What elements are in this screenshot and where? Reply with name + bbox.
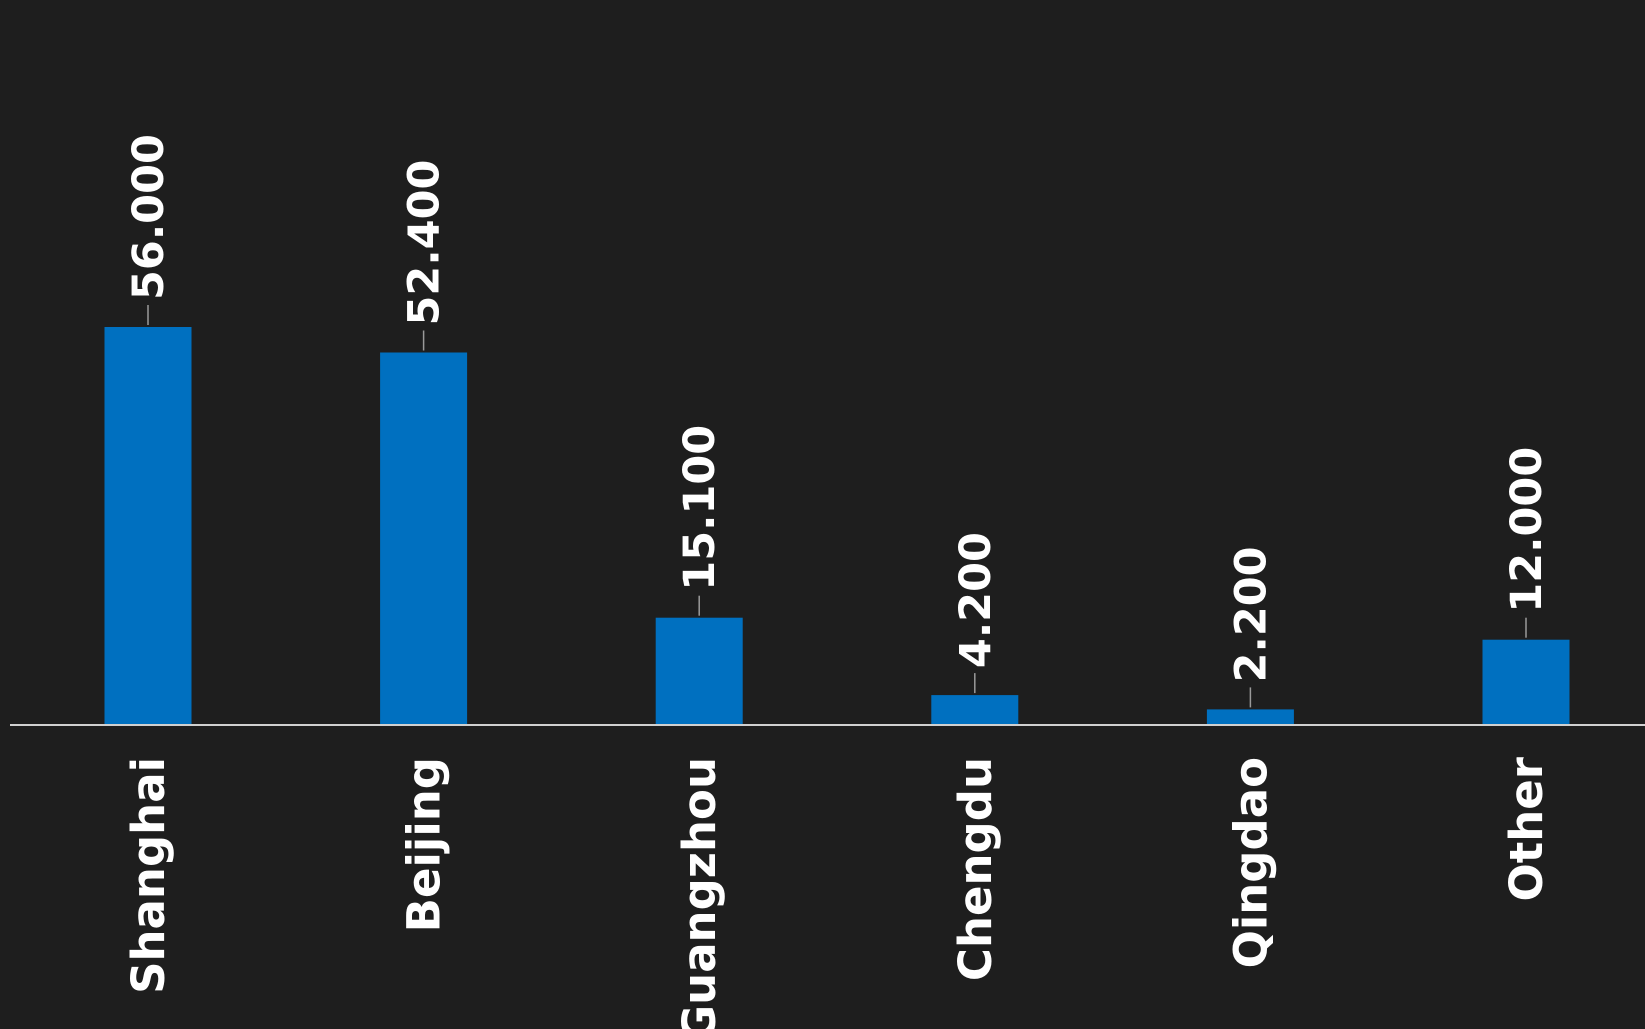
bar-guangzhou (655, 617, 743, 725)
bar-beijing (380, 352, 468, 725)
value-label-guangzhou: 15.100 (675, 425, 725, 591)
bar-qingdao (1206, 709, 1294, 725)
bar-chengdu (931, 695, 1019, 725)
x-tick-label-chengdu: Chengdu (949, 757, 1002, 981)
value-label-qingdao: 2.200 (1226, 546, 1276, 682)
x-tick-label-other: Other (1500, 756, 1553, 901)
x-tick-labels-layer: Shanghai Beijing Guangzhou Chengdu Qingdao Ot… (122, 756, 1553, 1029)
x-tick-label-guangzhou: Guangzhou (673, 757, 726, 1029)
x-tick-label-shanghai: Shanghai (122, 757, 175, 994)
value-label-chengdu: 4.200 (951, 532, 1001, 668)
bar-other (1482, 639, 1570, 725)
x-tick-label-beijing: Beijing (398, 757, 451, 932)
bars-layer (104, 327, 1570, 725)
value-label-beijing: 52.400 (400, 160, 450, 326)
leader-lines-layer (147, 305, 1527, 708)
value-label-other: 12.000 (1502, 447, 1552, 613)
value-label-shanghai: 56.000 (124, 134, 174, 300)
x-tick-label-qingdao: Qingdao (1224, 757, 1277, 968)
bar-shanghai (104, 327, 192, 725)
value-labels-layer: 56.000 52.400 15.100 4.200 2.200 12.000 (124, 134, 1552, 682)
